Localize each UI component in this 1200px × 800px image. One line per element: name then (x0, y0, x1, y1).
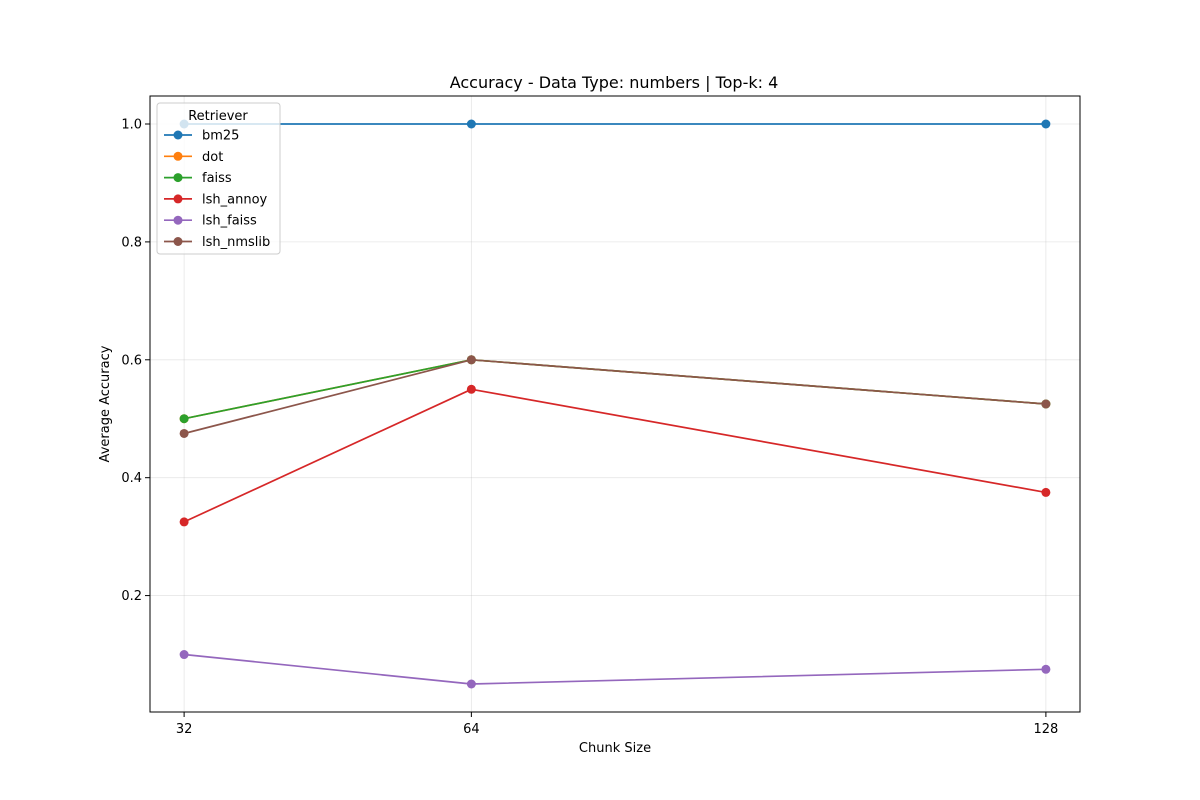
data-point-bm25 (1041, 119, 1051, 129)
legend-label: bm25 (202, 129, 239, 144)
y-tick-label: 0.4 (121, 471, 142, 486)
axis-ticks: 32 64 128 0.2 0.4 0.6 0.8 1.0 (121, 118, 1058, 738)
legend-marker (173, 215, 183, 225)
legend-marker (173, 237, 183, 246)
legend-item-bm25: bm25 (164, 129, 239, 144)
series-lsh-nmslib (179, 355, 1051, 438)
legend-items: bm25 dot faiss lsh_annoy lsh_faiss lsh_nmslib (164, 129, 270, 250)
legend-item-lsh-faiss: lsh_faiss (164, 214, 257, 229)
data-point-lsh-nmslib (466, 355, 476, 365)
series-lsh-annoy (179, 384, 1051, 527)
data-point-bm25 (466, 119, 476, 129)
data-point-faiss (179, 414, 189, 424)
x-axis-label: Chunk Size (579, 741, 651, 756)
legend-item-lsh-nmslib: lsh_nmslib (164, 235, 270, 250)
data-point-lsh-nmslib (179, 428, 189, 438)
y-tick-label: 0.2 (121, 589, 142, 604)
legend-item-dot: dot (164, 150, 223, 165)
data-point-lsh-annoy (1041, 487, 1051, 497)
legend-frame (156, 102, 281, 255)
legend-item-lsh-annoy: lsh_annoy (164, 192, 268, 207)
x-tick-label: 32 (176, 722, 193, 737)
data-point-lsh-faiss (179, 650, 189, 660)
data-point-lsh-annoy (179, 517, 189, 527)
series-lsh-faiss (179, 650, 1051, 689)
legend-label: dot (202, 150, 223, 165)
legend-marker (173, 173, 183, 183)
legend-label: lsh_faiss (202, 214, 257, 229)
x-tick-label: 64 (463, 722, 480, 737)
legend-title: Retriever (188, 109, 248, 124)
legend-marker (173, 194, 183, 204)
plot-frame (149, 95, 1081, 713)
legend: Retriever bm25 dot faiss lsh_annoy lsh_faiss… (156, 102, 281, 255)
y-tick-label: 0.6 (121, 353, 142, 368)
x-tick-label: 128 (1033, 722, 1058, 737)
y-tick-label: 0.8 (121, 235, 142, 250)
data-point-lsh-faiss (1041, 664, 1051, 674)
legend-label: faiss (202, 171, 232, 186)
data-point-lsh-faiss (466, 679, 476, 689)
y-tick-label: 1.0 (121, 118, 142, 133)
legend-item-faiss: faiss (164, 171, 232, 186)
legend-marker (173, 130, 183, 140)
data-point-lsh-nmslib (1041, 399, 1051, 409)
chart-title: Accuracy - Data Type: numbers | Top-k: 4 (450, 73, 779, 92)
y-axis-label: Average Accuracy (98, 345, 113, 462)
legend-label: lsh_nmslib (202, 235, 270, 250)
legend-marker (173, 151, 183, 161)
legend-label: lsh_annoy (202, 192, 268, 207)
data-point-lsh-annoy (466, 384, 476, 394)
